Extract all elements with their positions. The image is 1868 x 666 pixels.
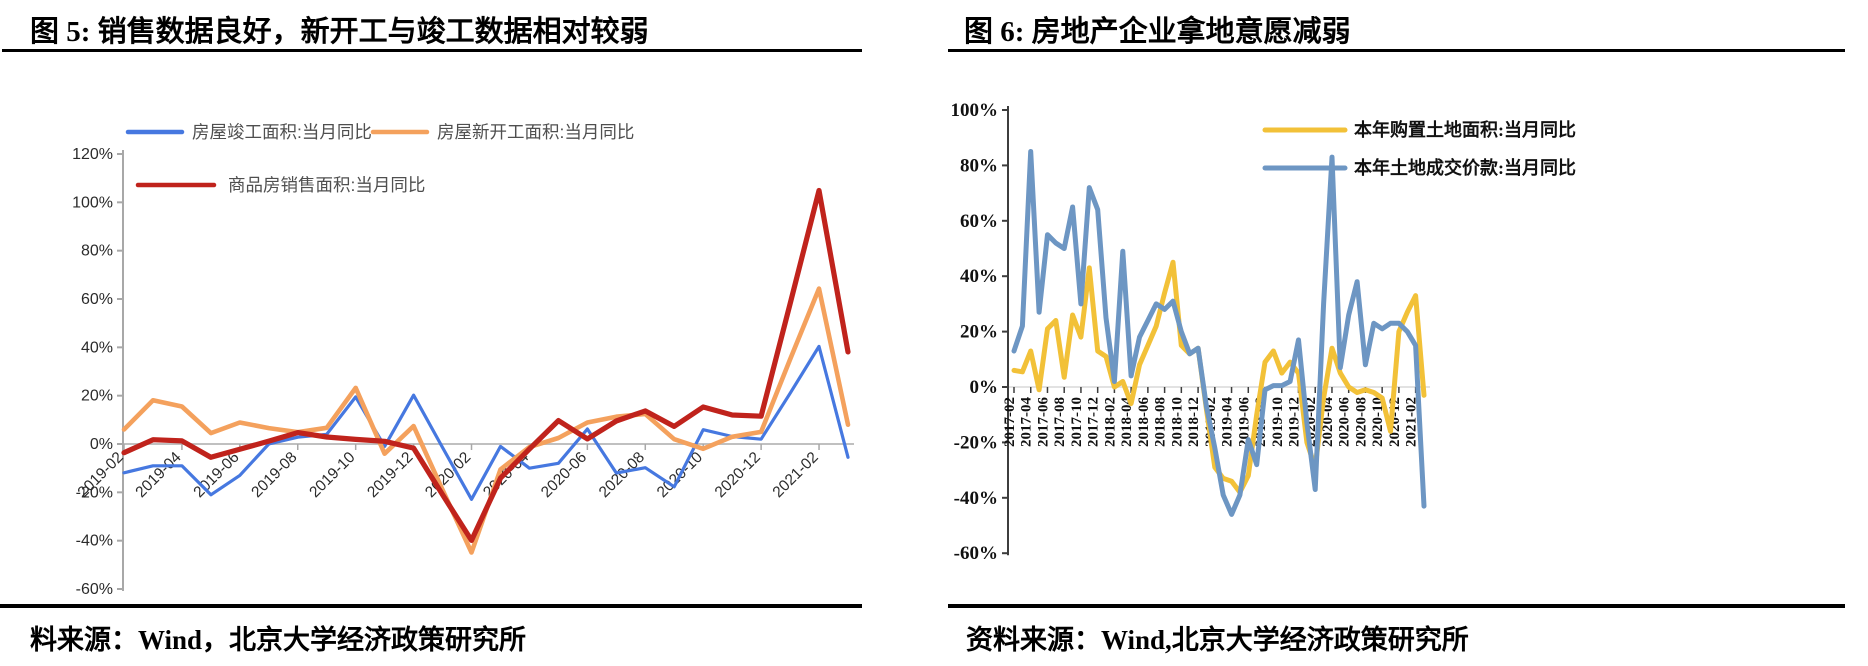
legend-label-0: 本年购置土地面积:当月同比 [1354, 119, 1576, 140]
y-axis-tick-label: -40% [954, 488, 998, 509]
legend-label-0: 房屋竣工面积:当月同比 [192, 122, 372, 142]
x-axis-tick-label: 2018-08 [1153, 397, 1169, 447]
figure-6-footer-rule [948, 604, 1845, 608]
figure-6-panel: 图 6: 房地产企业拿地意愿减弱 100% 80% 60% 40% 20% 0% -20% -… [934, 0, 1868, 666]
y-axis-tick-label: 120% [72, 146, 113, 163]
y-axis-tick-label: 0% [970, 377, 999, 398]
y-axis-tick-label: 80% [81, 243, 113, 260]
legend-label-1: 本年土地成交价款:当月同比 [1354, 157, 1576, 178]
figure-5-panel: 图 5: 销售数据良好，新开工与竣工数据相对较弱 120% 100% 80% 60% 4… [0, 16, 862, 655]
x-axis-tick-label: 2019-06 [1236, 397, 1252, 447]
y-axis-tick-label: 100% [951, 100, 999, 121]
y-axis-tick-label: 40% [960, 266, 998, 287]
x-axis-tick-label: 2020-12 [712, 449, 764, 501]
x-axis-tick-label: 2019-10 [1270, 397, 1286, 447]
x-axis-tick-label: 2019-12 [1286, 397, 1302, 447]
figure-5-title-rule [2, 49, 862, 52]
x-axis-tick-label: 2017-04 [1019, 397, 1035, 447]
x-axis-tick-label: 2021-02 [770, 449, 822, 501]
x-axis-tick-label: 2019-10 [306, 449, 359, 502]
x-axis-tick-label: 2020-10 [1370, 397, 1386, 447]
x-axis-tick-label: 2017-08 [1052, 397, 1068, 447]
x-axis-tick-label: 2021-02 [1404, 397, 1420, 447]
series-line-1 [1011, 149, 1427, 517]
figure-5-title: 图 5: 销售数据良好，新开工与竣工数据相对较弱 [30, 16, 649, 48]
x-axis-tick-label: 2017-06 [1035, 397, 1051, 447]
y-axis-tick-label: -60% [76, 581, 113, 598]
y-axis-tick-label: 20% [960, 322, 998, 343]
x-axis-tick-label: 2019-04 [132, 449, 185, 502]
figure-6-title-rule [948, 49, 1845, 52]
figure-6-title: 图 6: 房地产企业拿地意愿减弱 [964, 16, 1351, 48]
y-axis-tick-label: 100% [72, 194, 113, 211]
x-axis-tick-label: 2019-12 [364, 449, 416, 501]
x-axis-tick-label: 2017-02 [1002, 397, 1018, 447]
y-axis-tick-label: 60% [81, 291, 113, 308]
figure-6-source: 资料来源：Wind,北京大学经济政策研究所 [966, 625, 1469, 655]
x-axis-tick-label: 2018-04 [1119, 397, 1135, 447]
series-line-2 [121, 187, 851, 543]
y-axis-tick-label: -20% [76, 484, 113, 501]
y-axis-tick-label: 60% [960, 211, 998, 232]
y-axis-tick-label: 40% [81, 339, 113, 356]
figure-5-source: 料来源：Wind，北京大学经济政策研究所 [30, 625, 527, 655]
x-axis-tick-label: 2019-04 [1220, 397, 1236, 447]
y-axis-tick-label: 20% [81, 388, 113, 405]
figure-5-footer-rule [0, 604, 862, 608]
y-axis-tick-label: 0% [90, 436, 113, 453]
y-axis-tick-label: 80% [960, 155, 998, 176]
figure-5-line-chart: 120% 100% 80% 60% 40% 20% 0% -20% -40% -60% 2019-0… [72, 122, 854, 598]
y-axis-tick-label: -60% [954, 543, 998, 564]
x-axis-tick-label: 2018-12 [1186, 397, 1202, 447]
series-line-0 [122, 344, 850, 501]
figure-6-line-chart: 100%80%60%40%20%0%-20%-40%-60%2017-02 201… [951, 100, 1577, 564]
x-axis-tick-label: 2020-06 [1337, 397, 1353, 447]
y-axis-tick-label: -40% [76, 533, 113, 550]
x-axis-tick-label: 2017-12 [1086, 397, 1102, 447]
x-axis-tick-label: 2020-08 [1353, 397, 1369, 447]
x-axis-tick-label: 2018-10 [1169, 397, 1185, 447]
legend-label-2: 商品房销售面积:当月同比 [228, 175, 425, 195]
x-axis-tick-label: 2018-06 [1136, 397, 1152, 447]
x-axis-tick-label: 2017-10 [1069, 397, 1085, 447]
x-axis-tick-label: 2018-02 [1102, 397, 1118, 447]
legend-label-1: 房屋新开工面积:当月同比 [437, 122, 634, 142]
y-axis-tick-label: -20% [954, 432, 998, 453]
